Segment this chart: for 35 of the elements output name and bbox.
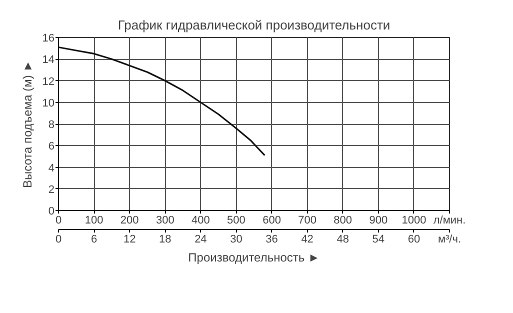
x2-tick-label: 54 [372, 234, 385, 246]
y-tick-label: 6 [48, 140, 55, 153]
x-tick-label: 1000 [402, 214, 426, 226]
x2-tick-label: 24 [194, 234, 207, 246]
x-tick-label: 900 [369, 214, 388, 226]
x2-tick-label: 60 [408, 234, 420, 246]
x-tick-label: 500 [227, 214, 246, 226]
x2-tick-label: 42 [301, 234, 314, 246]
y-tick-label: 2 [48, 184, 55, 196]
x2-tick-label: 12 [123, 234, 136, 246]
x-tick-label: 200 [120, 214, 139, 226]
x2-tick-label: м³/ч. [438, 234, 462, 246]
line-series [58, 46, 266, 156]
y-tick-label: 0 [48, 206, 55, 218]
x-tick-label: 300 [156, 214, 174, 226]
x2-tick-label: 36 [266, 234, 278, 246]
x-tick-label: 100 [84, 214, 104, 226]
y-tick-label: 10 [42, 97, 55, 110]
y-tick-label: 14 [42, 54, 55, 66]
x2-tick-label: 48 [336, 234, 349, 246]
x2-tick-label: 30 [230, 234, 242, 246]
y-tick-label: 12 [42, 76, 55, 88]
chart-title: График гидравлической производительности [118, 18, 390, 32]
y-tick-label: 8 [48, 119, 55, 131]
y-tick-label: 4 [48, 162, 55, 174]
x-tick-label: л/мин. [433, 214, 466, 226]
y-axis-title: Высота подъема (м) ► [20, 60, 34, 188]
x-tick-label: 700 [298, 214, 316, 226]
x2-tick-label: 18 [159, 234, 172, 246]
x-tick-label: 400 [192, 214, 210, 226]
x2-tick-label: 6 [90, 234, 98, 246]
x-tick-label: 800 [334, 214, 352, 226]
x-axis-title: Производительность ► [188, 250, 320, 264]
x-tick-label: 600 [262, 214, 281, 226]
y-tick-label: 16 [42, 32, 55, 44]
